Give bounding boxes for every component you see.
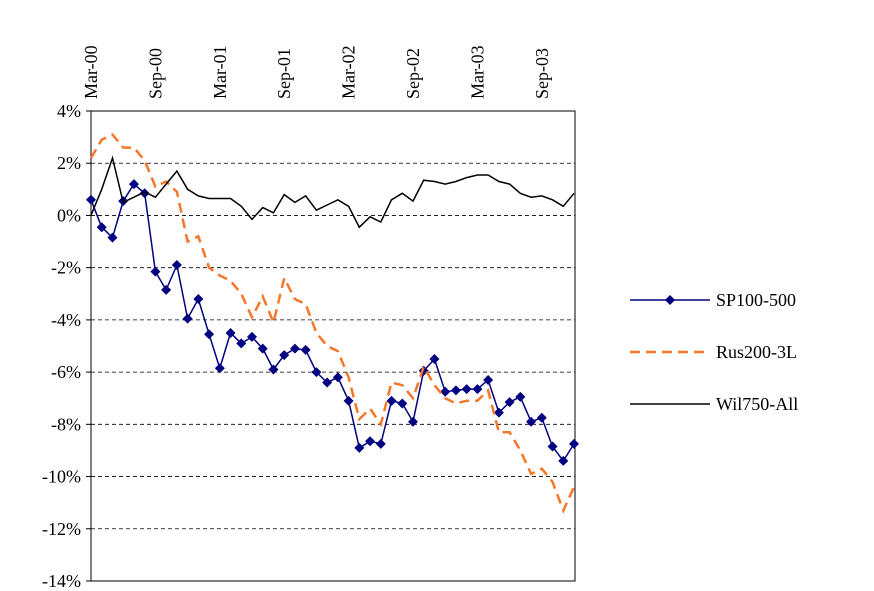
marker (86, 194, 96, 205)
marker (128, 179, 139, 190)
legend-label: Rus200-3L (716, 342, 797, 362)
marker (236, 338, 247, 349)
plot-frame (90, 110, 576, 582)
x-tick-label: Mar-03 (467, 45, 487, 99)
x-tick-label: Sep-01 (274, 48, 294, 99)
marker (569, 438, 579, 449)
legend-marker (665, 295, 675, 305)
x-tick-label: Mar-00 (81, 45, 101, 99)
y-tick-label: 2% (57, 153, 81, 173)
marker (526, 416, 537, 427)
y-tick-label: -12% (42, 519, 81, 539)
marker (279, 350, 290, 361)
marker (225, 327, 236, 338)
marker (300, 344, 311, 355)
x-tick-label: Mar-02 (339, 45, 359, 99)
marker (171, 260, 182, 271)
marker (386, 395, 397, 406)
series-line (90, 182, 575, 463)
x-tick-label: Sep-02 (403, 48, 423, 99)
x-tick-label: Sep-03 (532, 48, 552, 99)
legend-label: Wil750-All (716, 394, 798, 414)
marker (332, 372, 343, 383)
marker (96, 222, 107, 233)
marker (247, 331, 257, 342)
y-tick-label: 0% (57, 205, 81, 225)
marker (440, 386, 451, 397)
marker (397, 398, 408, 409)
y-tick-label: -8% (51, 414, 81, 434)
y-tick-label: -10% (42, 467, 81, 487)
x-tick-label: Mar-01 (210, 45, 230, 99)
y-tick-label: -6% (51, 362, 81, 382)
marker (161, 284, 172, 295)
marker (289, 343, 300, 354)
series-line (89, 132, 576, 514)
marker (429, 354, 440, 365)
marker (408, 416, 418, 427)
marker (493, 407, 504, 418)
marker (504, 397, 515, 408)
marker (182, 313, 193, 324)
marker (547, 441, 558, 452)
marker (150, 266, 161, 277)
marker (311, 367, 322, 378)
y-tick-label: 4% (57, 101, 81, 121)
marker (450, 385, 461, 396)
marker (139, 188, 150, 199)
marker (515, 391, 526, 402)
y-tick-label: -4% (51, 310, 81, 330)
marker (536, 412, 547, 423)
series-line (90, 155, 575, 229)
marker (214, 363, 225, 374)
legend-label: SP100-500 (716, 290, 796, 310)
marker (375, 438, 386, 449)
marker (365, 436, 376, 447)
marker (193, 294, 204, 304)
marker (461, 384, 472, 395)
marker (343, 395, 354, 406)
marker (354, 442, 365, 453)
y-tick-label: -14% (42, 571, 81, 591)
x-tick-label: Sep-00 (145, 48, 165, 99)
y-tick-label: -2% (51, 258, 81, 278)
marker (558, 455, 569, 466)
marker (483, 374, 494, 385)
marker (472, 384, 483, 395)
marker (204, 329, 215, 340)
marker (257, 343, 268, 354)
marker (322, 377, 333, 388)
marker (268, 364, 279, 375)
marker (107, 232, 118, 243)
